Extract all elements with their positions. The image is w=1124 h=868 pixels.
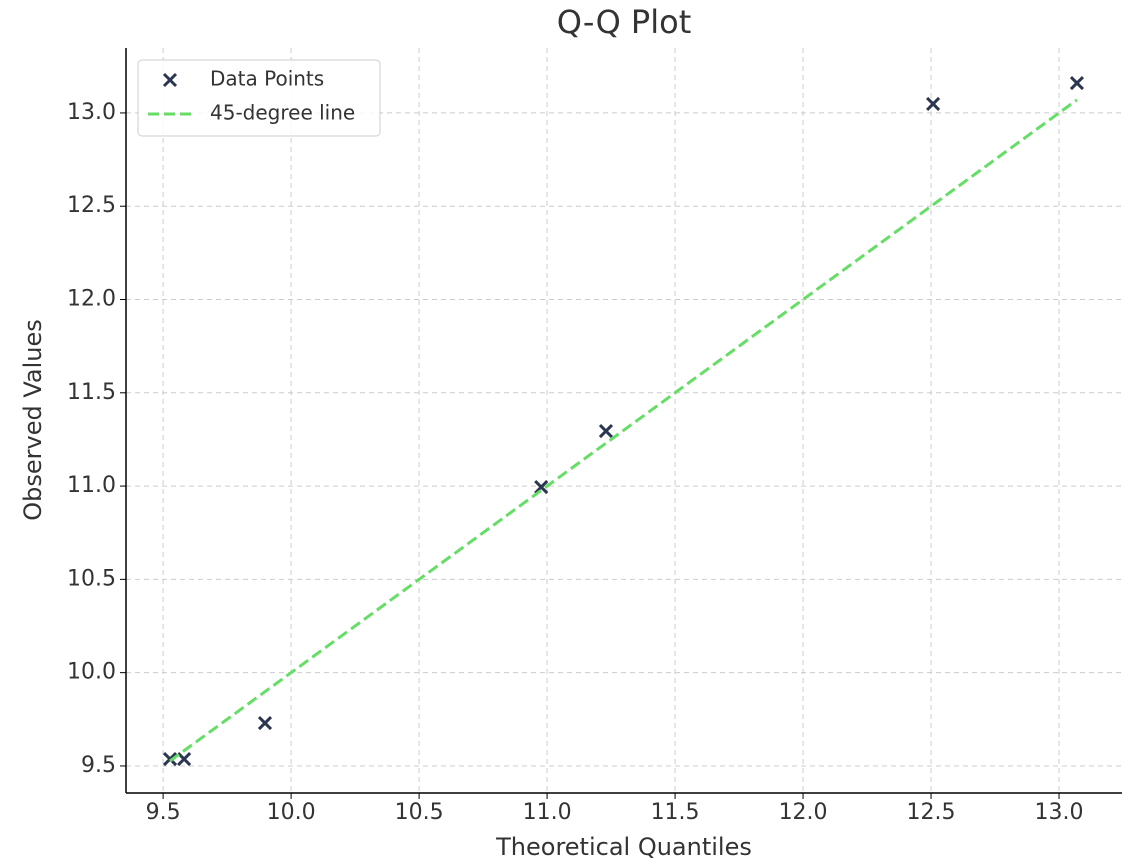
marker: [926, 96, 941, 112]
x-tick-label: 11.0: [523, 800, 572, 825]
marker: [162, 751, 178, 767]
x-axis-label: Theoretical Quantiles: [495, 833, 752, 861]
marker: [598, 423, 614, 439]
marker: [1069, 76, 1085, 91]
x-tick-label: 10.5: [395, 800, 444, 825]
y-tick-label: 13.0: [67, 100, 116, 125]
y-axis-label: Observed Values: [19, 319, 47, 521]
marker: [534, 479, 549, 495]
y-tick-label: 12.0: [67, 287, 116, 312]
y-tick-label: 11.0: [67, 473, 116, 498]
marker: [177, 751, 192, 767]
y-tick-label: 11.5: [67, 380, 116, 405]
x-tick-label: 10.0: [267, 800, 316, 825]
x-tick-label: 12.5: [907, 800, 956, 825]
legend-label: 45-degree line: [210, 101, 355, 125]
chart-title: Q-Q Plot: [557, 3, 691, 41]
marker: [257, 715, 273, 731]
line: [169, 98, 1078, 763]
y-tick-label: 9.5: [81, 753, 116, 778]
legend-box: [137, 59, 381, 137]
y-tick-label: 10.5: [67, 566, 116, 591]
legend-marker: [162, 72, 178, 88]
legend-label: Data Points: [210, 67, 324, 91]
x-tick-label: 11.5: [651, 800, 700, 825]
y-tick-label: 12.5: [67, 193, 116, 218]
y-tick-label: 10.0: [67, 660, 116, 685]
x-tick-label: 12.0: [779, 800, 828, 825]
x-tick-label: 9.5: [146, 800, 181, 825]
x-tick-label: 13.0: [1035, 800, 1084, 825]
